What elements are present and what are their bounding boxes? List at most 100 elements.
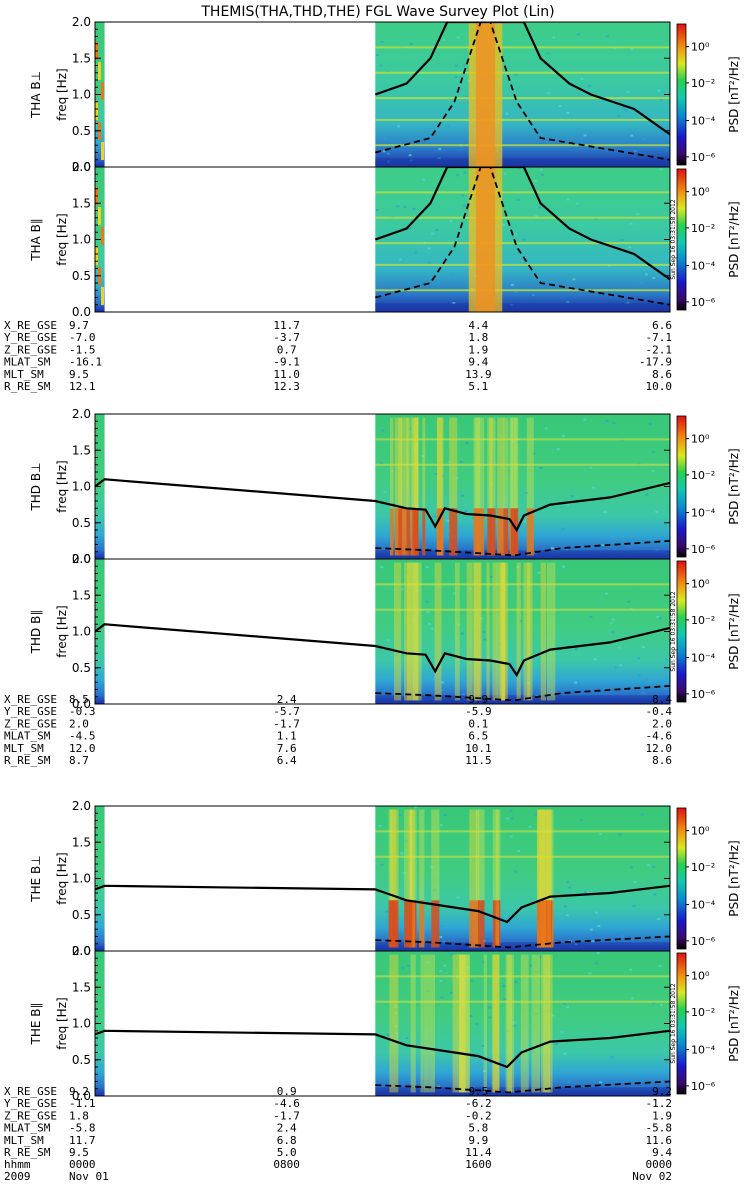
speckle (534, 813, 538, 816)
freq-tick-label: 2.0 (72, 15, 91, 29)
bright-column-core (475, 22, 496, 167)
speckle (570, 495, 574, 498)
speckle (407, 964, 411, 967)
speckle (439, 980, 443, 983)
freq-tick-label: 2.0 (72, 944, 91, 958)
speckle (402, 871, 406, 874)
burst-column (492, 562, 498, 701)
speckle (555, 1043, 558, 1046)
speckle (534, 1012, 538, 1015)
colorbar-tick-label: 10⁻⁶ (691, 688, 716, 701)
ephemeris-row-label: Z_RE_GSE (4, 1109, 57, 1122)
strip-texture (98, 207, 101, 225)
speckle (611, 631, 615, 634)
colorbar-tick-label: 10⁰ (691, 186, 710, 199)
speckle (400, 852, 404, 855)
burst-column (538, 809, 545, 948)
speckle (645, 493, 649, 496)
ephemeris-value: 10.1 (465, 742, 492, 755)
speckle (558, 105, 562, 107)
harmonic-line (375, 263, 670, 266)
speckle (511, 440, 515, 443)
speckle (657, 89, 661, 92)
speckle (516, 198, 520, 201)
speckle (612, 421, 616, 424)
ephemeris-value: -1.2 (646, 1097, 673, 1110)
burst-column (531, 954, 540, 1093)
timestamp-stamp: Sun Sep 16 03:31:58 2012 (670, 199, 677, 279)
speckle (433, 515, 437, 518)
speckle (566, 198, 570, 201)
burst-column (513, 417, 517, 556)
burst-column (549, 954, 553, 1093)
burst-column (469, 809, 478, 948)
speckle (448, 460, 452, 463)
speckle (633, 881, 637, 883)
speckle (626, 301, 630, 304)
ephemeris-value: 1.8 (468, 331, 488, 344)
harmonic-line (375, 289, 670, 292)
speckle (576, 33, 580, 36)
ephemeris-value: 5.8 (468, 1122, 488, 1135)
burst-column (496, 562, 505, 701)
speckle (409, 427, 413, 430)
speckle (405, 1037, 409, 1040)
speckle (386, 1033, 390, 1036)
colorbar-label: PSD [nT²/Hz] (727, 840, 741, 916)
speckle (580, 77, 584, 80)
burst-intense (414, 508, 419, 556)
harmonic-line (375, 608, 670, 611)
ephemeris-value: 11.4 (465, 1146, 492, 1159)
speckle (430, 538, 434, 541)
burst-column (523, 562, 533, 701)
speckle (588, 84, 592, 87)
speckle (566, 1006, 569, 1009)
ephemeris-value: 9.5 (468, 1085, 488, 1098)
burst-column (475, 417, 485, 556)
speckle (561, 527, 565, 530)
colorbar-label: PSD [nT²/Hz] (727, 201, 741, 277)
speckle (574, 648, 578, 651)
speckle (563, 1002, 567, 1005)
harmonic-line (375, 855, 670, 858)
ephemeris-value: 9.5 (69, 368, 89, 381)
burst-intense (391, 900, 399, 948)
ephemeris-value: -7.1 (646, 331, 673, 344)
speckle (522, 238, 526, 241)
speckle (562, 565, 566, 568)
ephemeris-value: -9.1 (273, 356, 300, 369)
burst-column (495, 809, 499, 948)
speckle (589, 615, 593, 618)
speckle (565, 914, 569, 917)
burst-intense (419, 900, 425, 948)
speckle (589, 928, 593, 931)
colorbar-label: PSD [nT²/Hz] (727, 985, 741, 1061)
speckle (391, 502, 395, 505)
speckle (426, 990, 430, 993)
freq-tick-label: 1.5 (72, 443, 91, 457)
speckle (401, 966, 405, 969)
speckle (460, 461, 463, 463)
strip-texture (101, 142, 104, 160)
speckle (628, 246, 632, 249)
speckle (406, 571, 410, 574)
burst-column (458, 954, 463, 1093)
data-region (375, 414, 670, 559)
burst-column (483, 954, 487, 1093)
speckle (510, 817, 514, 820)
ephemeris-row-label: X_RE_GSE (4, 693, 57, 706)
ephemeris-value: 1.9 (468, 343, 488, 356)
burst-intense (537, 900, 545, 948)
speckle (466, 966, 470, 969)
speckle (475, 1023, 479, 1026)
speckle (567, 1081, 571, 1084)
colorbar-tick-label: 10⁻² (691, 222, 715, 235)
ephemeris-value: 0.9 (277, 1085, 297, 1098)
speckle (652, 865, 656, 868)
speckle (617, 646, 621, 649)
speckle (603, 510, 607, 513)
date-end-label: Nov 02 (632, 1170, 672, 1183)
burst-intense (390, 508, 394, 556)
speckle (453, 592, 457, 595)
speckle (551, 1014, 555, 1017)
